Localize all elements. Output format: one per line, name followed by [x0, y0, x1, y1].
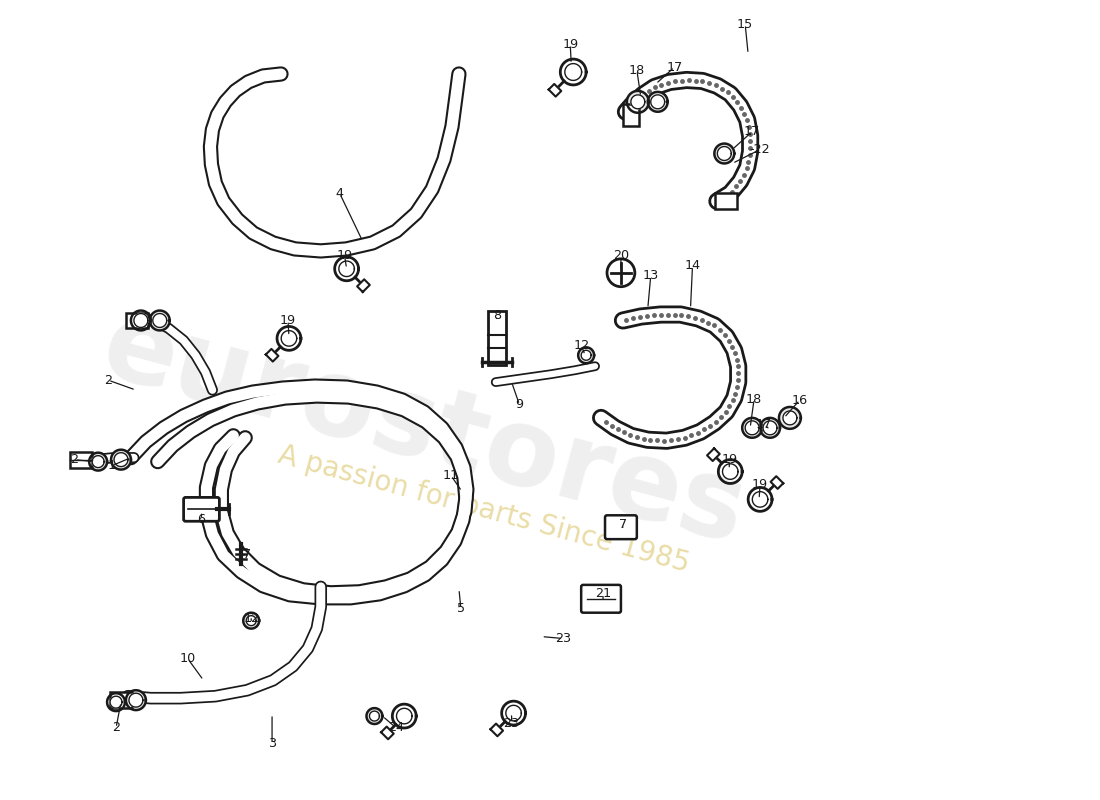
- Polygon shape: [579, 347, 594, 363]
- Text: 15: 15: [737, 18, 754, 30]
- Text: 13: 13: [642, 270, 659, 282]
- Text: 5: 5: [456, 602, 465, 615]
- Bar: [126, 313, 147, 329]
- Polygon shape: [107, 694, 125, 711]
- Text: 19: 19: [752, 478, 768, 491]
- Polygon shape: [745, 421, 759, 434]
- Polygon shape: [89, 453, 107, 470]
- Text: 2: 2: [70, 453, 78, 466]
- Text: 23: 23: [556, 632, 571, 645]
- Polygon shape: [783, 411, 796, 425]
- Text: 24: 24: [388, 722, 405, 734]
- Text: 4: 4: [336, 186, 343, 200]
- Polygon shape: [366, 708, 383, 724]
- Bar: [110, 692, 132, 708]
- Text: 18: 18: [629, 63, 645, 77]
- Text: 16: 16: [792, 394, 807, 406]
- Polygon shape: [131, 310, 151, 330]
- Text: 8: 8: [494, 309, 502, 322]
- Text: 7: 7: [619, 518, 627, 530]
- Text: -22: -22: [750, 143, 770, 156]
- Polygon shape: [111, 450, 131, 470]
- Polygon shape: [707, 448, 719, 461]
- Text: 2: 2: [112, 722, 120, 734]
- Bar: [623, 104, 639, 126]
- Polygon shape: [129, 694, 143, 707]
- Polygon shape: [648, 92, 668, 112]
- Bar: [70, 452, 92, 467]
- Bar: [487, 310, 506, 366]
- Text: 19: 19: [279, 314, 296, 327]
- FancyBboxPatch shape: [581, 585, 620, 613]
- Text: 9: 9: [516, 398, 524, 411]
- Text: 11: 11: [443, 469, 459, 482]
- Polygon shape: [92, 456, 104, 467]
- Text: 12: 12: [573, 339, 590, 352]
- Polygon shape: [760, 418, 780, 438]
- Polygon shape: [243, 613, 260, 629]
- Polygon shape: [114, 453, 128, 466]
- Polygon shape: [742, 418, 762, 438]
- Polygon shape: [581, 350, 591, 360]
- Polygon shape: [549, 84, 561, 97]
- Text: 10: 10: [179, 652, 196, 665]
- Circle shape: [607, 259, 635, 286]
- Text: eurostores: eurostores: [91, 293, 757, 566]
- Text: 12: 12: [243, 612, 260, 625]
- Text: A passion for parts Since 1985: A passion for parts Since 1985: [275, 441, 693, 578]
- Text: 17: 17: [756, 418, 772, 431]
- Polygon shape: [763, 421, 777, 434]
- Text: 19: 19: [722, 453, 737, 466]
- Polygon shape: [631, 95, 645, 109]
- Polygon shape: [134, 314, 147, 327]
- Polygon shape: [771, 476, 783, 489]
- Polygon shape: [153, 314, 167, 327]
- Text: 7: 7: [243, 547, 251, 561]
- Polygon shape: [126, 690, 146, 710]
- Text: 2: 2: [104, 374, 112, 386]
- Text: 19: 19: [337, 250, 353, 262]
- Polygon shape: [491, 724, 503, 736]
- Text: 20: 20: [613, 250, 629, 262]
- Polygon shape: [627, 91, 649, 113]
- Polygon shape: [717, 146, 732, 161]
- Polygon shape: [381, 726, 394, 739]
- Polygon shape: [150, 310, 169, 330]
- Polygon shape: [370, 711, 379, 721]
- FancyBboxPatch shape: [184, 498, 219, 522]
- Bar: [715, 194, 737, 209]
- Polygon shape: [246, 616, 256, 626]
- Text: 6: 6: [198, 513, 206, 526]
- Text: 21: 21: [595, 587, 612, 600]
- Polygon shape: [110, 696, 122, 708]
- Polygon shape: [358, 279, 370, 292]
- Polygon shape: [779, 407, 801, 429]
- Polygon shape: [714, 143, 734, 163]
- Text: 17: 17: [667, 61, 683, 74]
- Text: 18: 18: [746, 393, 762, 406]
- Text: 14: 14: [684, 259, 701, 272]
- Text: 23: 23: [504, 717, 519, 730]
- Polygon shape: [266, 349, 278, 362]
- Polygon shape: [651, 95, 664, 109]
- FancyBboxPatch shape: [605, 515, 637, 539]
- Text: 3: 3: [268, 738, 276, 750]
- Text: 1: 1: [108, 459, 117, 472]
- Text: 17: 17: [744, 125, 760, 138]
- Text: 19: 19: [562, 38, 579, 50]
